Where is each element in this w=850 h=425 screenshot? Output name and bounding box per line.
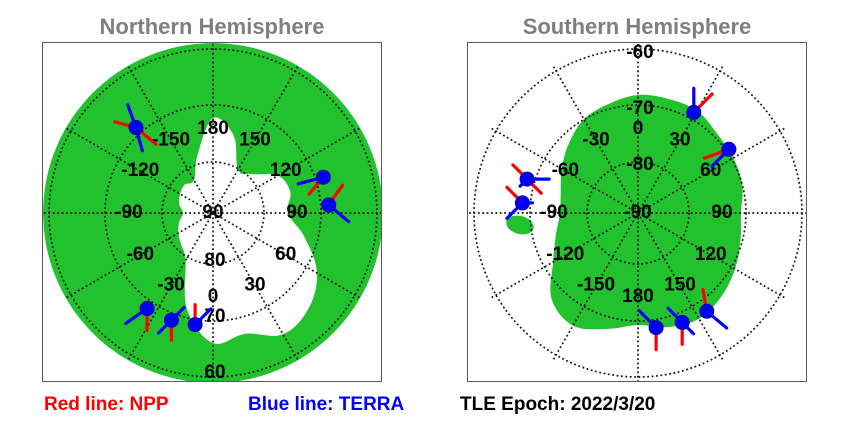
svg-text:180: 180	[197, 118, 229, 139]
svg-text:30: 30	[669, 129, 690, 150]
svg-text:-60: -60	[626, 43, 653, 63]
svg-text:60: 60	[204, 362, 225, 382]
svg-text:-30: -30	[157, 275, 184, 296]
svg-text:120: 120	[695, 244, 727, 265]
svg-text:-90: -90	[624, 202, 651, 223]
svg-text:-150: -150	[577, 275, 615, 296]
svg-text:-150: -150	[152, 129, 190, 150]
svg-text:-80: -80	[626, 154, 653, 175]
svg-text:60: 60	[275, 244, 296, 265]
svg-text:150: 150	[239, 129, 271, 150]
svg-text:-120: -120	[121, 160, 159, 181]
svg-text:-90: -90	[540, 202, 567, 223]
svg-text:180: 180	[622, 286, 654, 307]
svg-text:70: 70	[204, 306, 225, 327]
svg-text:60: 60	[700, 160, 721, 181]
svg-text:90: 90	[286, 202, 307, 223]
svg-text:-120: -120	[546, 244, 584, 265]
svg-text:-60: -60	[552, 160, 579, 181]
svg-text:-30: -30	[582, 129, 609, 150]
svg-text:-70: -70	[626, 98, 653, 119]
svg-text:90: 90	[202, 202, 223, 223]
svg-text:120: 120	[270, 160, 302, 181]
svg-text:0: 0	[633, 118, 644, 139]
svg-text:-90: -90	[115, 202, 142, 223]
svg-text:0: 0	[208, 286, 219, 307]
svg-text:30: 30	[244, 275, 265, 296]
svg-text:-60: -60	[127, 244, 154, 265]
svg-text:90: 90	[711, 202, 732, 223]
svg-text:150: 150	[664, 275, 696, 296]
svg-text:80: 80	[204, 250, 225, 271]
